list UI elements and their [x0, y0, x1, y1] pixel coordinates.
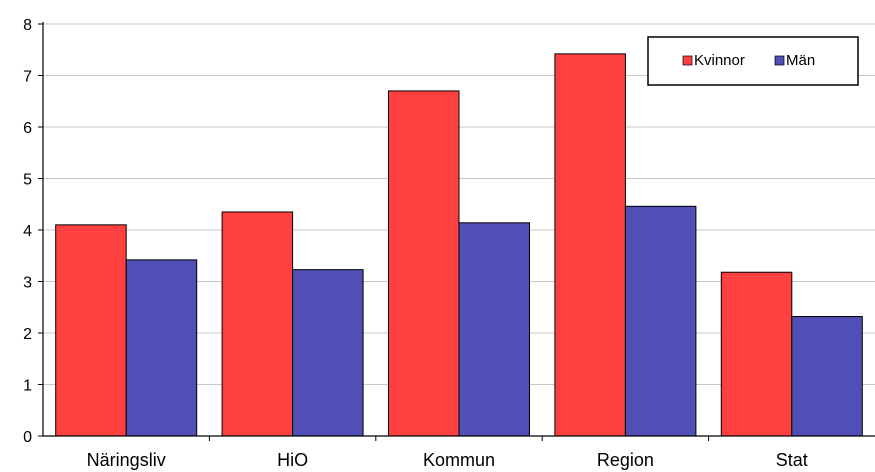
y-tick-label: 5 — [23, 172, 32, 189]
axes — [42, 22, 875, 437]
x-category-label: Näringsliv — [87, 450, 166, 470]
bar-kvinnor-2 — [388, 90, 460, 437]
y-tick-label: 1 — [23, 378, 32, 395]
bar-kvinnor-3 — [554, 53, 626, 437]
bar-kvinnor-4 — [720, 271, 793, 437]
legend-swatch-kvinnor — [682, 55, 693, 66]
bar-man-2 — [458, 222, 530, 437]
legend: Kvinnor Män — [647, 36, 859, 86]
bar-man-3 — [624, 205, 697, 437]
y-tick-label: 2 — [23, 326, 32, 343]
legend-label-man: Män — [786, 52, 815, 69]
bar-kvinnor-1 — [221, 211, 294, 437]
x-category-label: Stat — [776, 450, 808, 470]
y-tick-label: 3 — [23, 275, 32, 292]
legend-label-kvinnor: Kvinnor — [694, 52, 745, 69]
bars — [55, 53, 863, 437]
x-category-label: HiO — [277, 450, 308, 470]
y-tick-label: 6 — [23, 120, 32, 137]
y-tick-label: 8 — [23, 17, 32, 34]
legend-box — [647, 36, 859, 86]
bar-kvinnor-0 — [55, 224, 127, 437]
bar-man-4 — [791, 316, 863, 437]
legend-swatch-man — [774, 55, 785, 66]
x-axis-labels: Näringsliv HiO Kommun Region Stat — [87, 436, 808, 470]
y-tick-label: 4 — [23, 223, 32, 240]
y-axis-ticks: 0 1 2 3 4 5 6 7 8 — [23, 17, 43, 446]
bar-man-1 — [292, 269, 364, 437]
y-tick-label: 7 — [23, 69, 32, 86]
bar-man-0 — [125, 259, 198, 437]
y-tick-label: 0 — [23, 429, 32, 446]
x-category-label: Region — [597, 450, 654, 470]
x-category-label: Kommun — [423, 450, 495, 470]
